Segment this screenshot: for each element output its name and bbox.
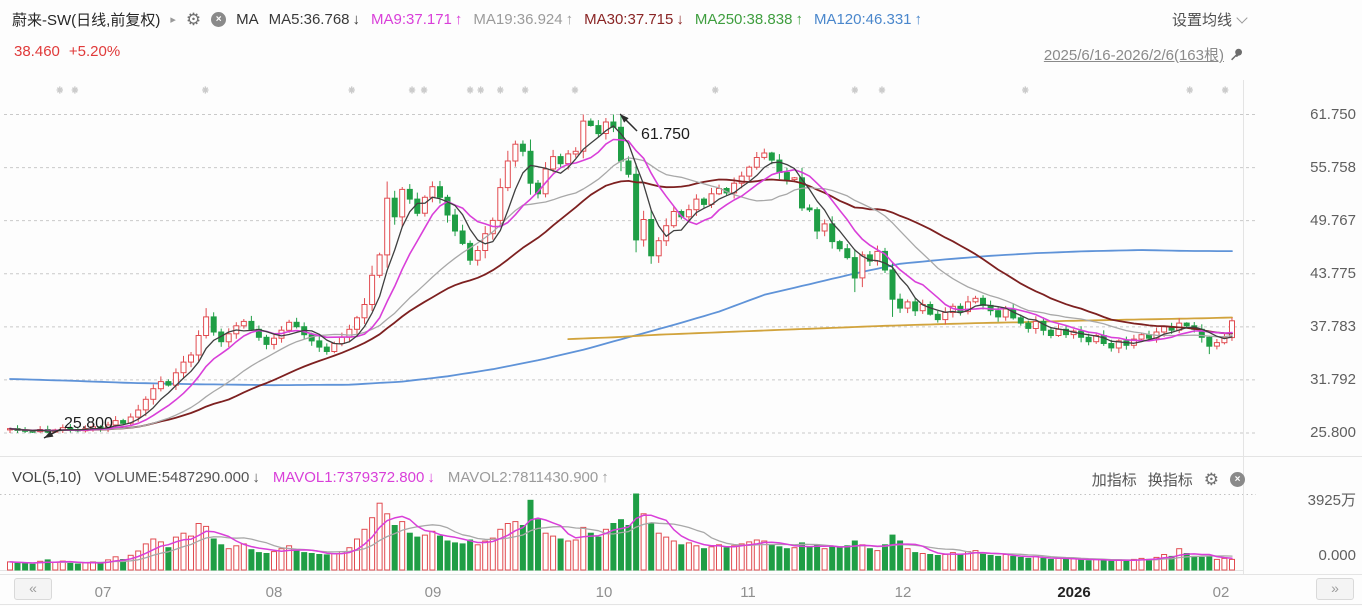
volume-axis-max: 3925万	[1307, 492, 1356, 509]
volume-axis-zero: 0.000	[1318, 547, 1356, 564]
pin-icon[interactable]	[1229, 47, 1244, 62]
trend-arrow-icon: ↑	[565, 10, 574, 28]
price-axis-label: 31.792	[1310, 371, 1356, 388]
time-axis-label: 02	[1212, 584, 1230, 601]
ma-legend-item: MA30:37.715 ↓	[584, 10, 684, 28]
volume-legend-item: VOLUME:5487290.000 ↓	[94, 469, 260, 486]
volume-header: VOL(5,10) VOLUME:5487290.000 ↓ MAVOL1:7379…	[12, 469, 609, 486]
ma-settings-label: 设置均线	[1171, 12, 1232, 29]
price-axis-label: 55.758	[1310, 159, 1356, 176]
ma-settings-button[interactable]: 设置均线	[1171, 9, 1248, 30]
scroll-left-button[interactable]: «	[14, 578, 52, 600]
volume-legend-item: MAVOL2:7811430.900 ↑	[447, 469, 609, 486]
price-axis-label: 43.775	[1310, 265, 1356, 282]
time-axis-label: 07	[94, 584, 112, 601]
trend-arrow-icon: ↑	[454, 10, 463, 28]
symbol-title[interactable]: 蔚来-SW(日线,前复权)	[12, 11, 161, 29]
trend-arrow-icon: ↓	[252, 469, 260, 486]
ma-legend-item: MA250:38.838 ↑	[694, 10, 803, 28]
indicator-close-icon[interactable]: ×	[1230, 472, 1245, 487]
volume-legend-item: MAVOL1:7379372.800 ↓	[272, 469, 435, 486]
volume-header-actions: 加指标 换指标 ⚙ ×	[1092, 469, 1245, 490]
time-axis-label: 2026	[1057, 584, 1091, 601]
trend-arrow-icon: ↑	[601, 469, 609, 486]
trend-arrow-icon: ↓	[676, 10, 684, 28]
trend-arrow-icon: ↓	[352, 10, 361, 28]
trend-arrow-icon: ↓	[427, 469, 435, 486]
ma-settings-gear-icon[interactable]: ⚙	[185, 9, 202, 29]
indicator-settings-gear-icon[interactable]: ⚙	[1203, 470, 1219, 489]
price-annotation: 61.750	[641, 126, 690, 143]
add-indicator-button[interactable]: 加指标	[1091, 472, 1137, 489]
time-axis-label: 10	[595, 584, 613, 601]
vol-indicator-label[interactable]: VOL(5,10)	[12, 469, 82, 486]
ma-legend: MA5:36.768 ↓ MA9:37.171 ↑ MA19:36.924 ↑ MA30:3…	[269, 11, 922, 28]
trend-arrow-icon: ↑	[795, 10, 803, 28]
indicator-group-label: MA	[236, 10, 259, 28]
volume-legend: VOLUME:5487290.000 ↓ MAVOL1:7379372.800 ↓ MA…	[94, 469, 609, 486]
switch-indicator-button[interactable]: 换指标	[1147, 472, 1193, 489]
ma-legend-item: MA19:36.924 ↑	[473, 10, 574, 28]
last-price: 38.460	[14, 43, 60, 60]
ma-remove-icon[interactable]: ×	[211, 11, 227, 27]
chart-header: 蔚来-SW(日线,前复权) ▸ ⚙ × MA MA5:36.768 ↓ MA9:37…	[12, 7, 922, 31]
time-axis-label: 09	[424, 584, 442, 601]
price-axis-label: 61.750	[1310, 106, 1356, 123]
date-range-button[interactable]: 2025/6/16-2026/2/6(163根)	[1043, 47, 1224, 64]
scroll-right-button[interactable]: »	[1316, 578, 1354, 600]
price-axis-label: 37.783	[1310, 318, 1356, 335]
time-axis-label: 12	[894, 584, 912, 601]
ma-legend-item: MA9:37.171 ↑	[371, 10, 463, 28]
trend-arrow-icon: ↑	[914, 10, 923, 28]
time-axis-label: 08	[265, 584, 283, 601]
price-axis-label: 49.767	[1310, 212, 1356, 229]
price-axis-label: 25.800	[1310, 424, 1356, 441]
change-percent: +5.20%	[68, 43, 121, 60]
collapse-icon[interactable]: ▸	[170, 13, 176, 26]
date-range-wrap: 2025/6/16-2026/2/6(163根)	[1044, 44, 1244, 65]
ma-legend-item: MA5:36.768 ↓	[268, 10, 361, 28]
price-annotation: 25.800	[64, 415, 113, 432]
chevron-down-icon	[1236, 11, 1248, 24]
time-axis-label: 11	[740, 584, 756, 601]
ma-legend-item: MA120:46.331 ↑	[813, 10, 923, 28]
price-row: 38.460 +5.20%	[14, 43, 120, 60]
